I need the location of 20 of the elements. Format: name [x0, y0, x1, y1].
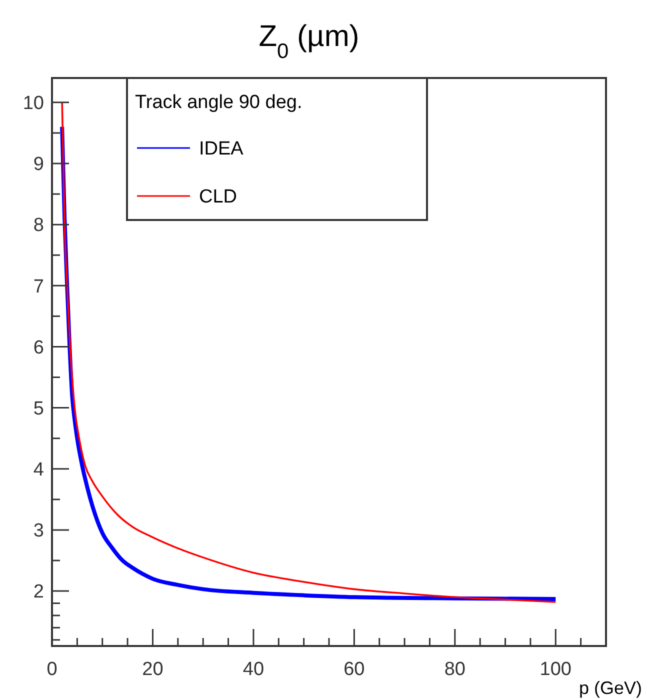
y-tick-label: 5: [33, 398, 44, 420]
y-tick-label: 3: [33, 520, 44, 542]
y-tick-label: 8: [33, 215, 44, 236]
x-tick-label: 80: [444, 659, 466, 680]
x-axis-title: p (GeV): [578, 678, 642, 698]
y-tick-label: 9: [33, 154, 44, 176]
y-tick-label: 4: [33, 460, 44, 481]
x-tick-label: 60: [344, 659, 365, 680]
x-tick-label: 20: [142, 659, 164, 680]
legend-label: IDEA: [199, 138, 244, 160]
legend-label: CLD: [199, 186, 238, 208]
y-tick-label: 6: [33, 337, 44, 358]
chart-title: Z$_{0}$ (µm): [258, 20, 360, 62]
x-tick-label: 100: [540, 659, 572, 680]
x-tick-label: 0: [46, 659, 58, 680]
legend-title: Track angle 90 deg.: [135, 92, 302, 113]
y-tick-label: 10: [22, 93, 44, 114]
y-tick-label: 2: [33, 582, 44, 603]
x-tick-label: 40: [242, 659, 264, 680]
y-tick-label: 7: [33, 276, 44, 298]
